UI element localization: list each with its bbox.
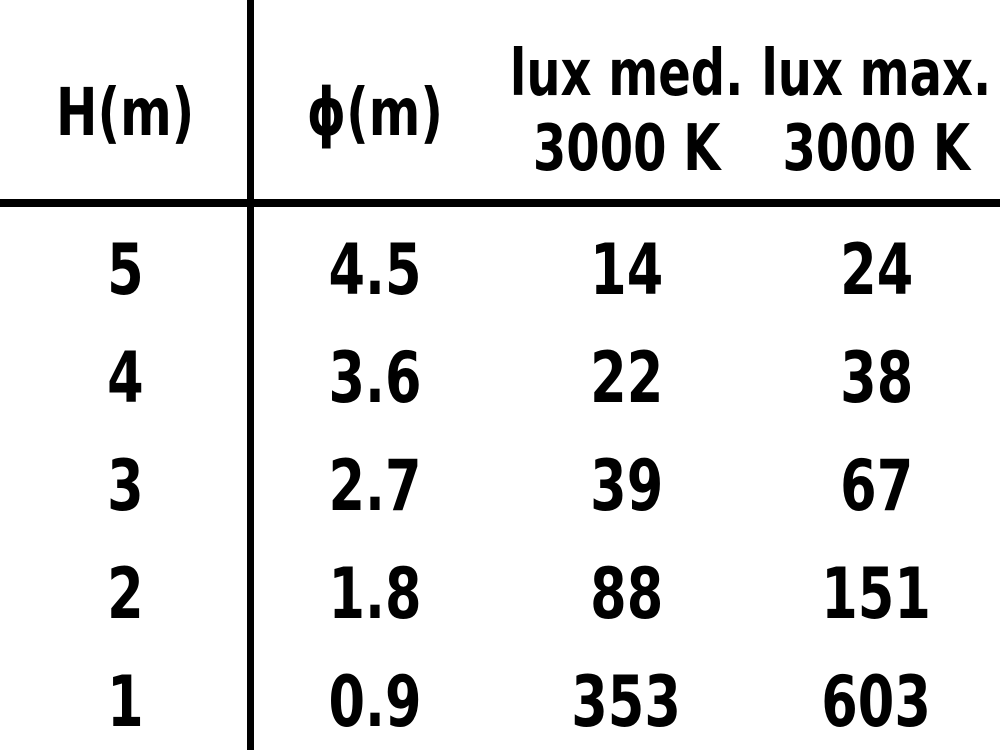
table-cell: 39 [500, 426, 753, 534]
cell-value: 3.6 [328, 337, 422, 419]
cell-value: 14 [589, 229, 664, 311]
cell-value: 67 [839, 445, 914, 527]
table-cell: 1 [0, 642, 250, 750]
cell-value: 3 [106, 445, 144, 527]
column-header-line1: lux med. [509, 37, 744, 111]
cell-value: 88 [589, 553, 664, 635]
table-cell: 3 [0, 426, 250, 534]
table-cell: 14 [500, 210, 753, 318]
cell-value: 22 [589, 337, 664, 419]
cell-value: 0.9 [328, 661, 422, 743]
column-header-line2: 3000 K [782, 112, 971, 186]
column-header-line2: 3000 K [532, 112, 721, 186]
table-cell: 5 [0, 210, 250, 318]
column-header-h: H(m) [0, 0, 250, 210]
column-header-phi: ϕ(m) [250, 0, 500, 210]
table-cell: 2.7 [250, 426, 500, 534]
vertical-rule [247, 0, 254, 750]
column-header-label: ϕ(m) [306, 73, 444, 151]
header-divider-rule [0, 199, 1000, 207]
column-header-label: lux max. 3000 K [762, 37, 992, 187]
table-cell: 4 [0, 318, 250, 426]
cell-value: 4 [106, 337, 144, 419]
table-cell: 603 [753, 642, 1000, 750]
cell-value: 5 [106, 229, 144, 311]
cell-value: 1.8 [328, 553, 422, 635]
cell-value: 39 [589, 445, 664, 527]
cell-value: 151 [821, 553, 932, 635]
cell-value: 4.5 [328, 229, 422, 311]
table-cell: 88 [500, 534, 753, 642]
table-cell: 0.9 [250, 642, 500, 750]
cell-value: 603 [821, 661, 932, 743]
cell-value: 24 [839, 229, 914, 311]
table-cell: 24 [753, 210, 1000, 318]
table-cell: 4.5 [250, 210, 500, 318]
table-cell: 38 [753, 318, 1000, 426]
table-cell: 3.6 [250, 318, 500, 426]
cell-value: 2 [106, 553, 144, 635]
column-header-line1: lux max. [761, 37, 992, 111]
table-cell: 22 [500, 318, 753, 426]
table-cell: 2 [0, 534, 250, 642]
cell-value: 2.7 [328, 445, 422, 527]
column-header-lux-med: lux med. 3000 K [500, 0, 753, 210]
cell-value: 1 [106, 661, 144, 743]
table-cell: 353 [500, 642, 753, 750]
cell-value: 353 [571, 661, 682, 743]
table-cell: 1.8 [250, 534, 500, 642]
cell-value: 38 [839, 337, 914, 419]
column-header-label: lux med. 3000 K [510, 37, 743, 187]
table-cell: 67 [753, 426, 1000, 534]
table-cell: 151 [753, 534, 1000, 642]
column-header-label: H(m) [55, 73, 195, 151]
column-header-lux-max: lux max. 3000 K [753, 0, 1000, 210]
